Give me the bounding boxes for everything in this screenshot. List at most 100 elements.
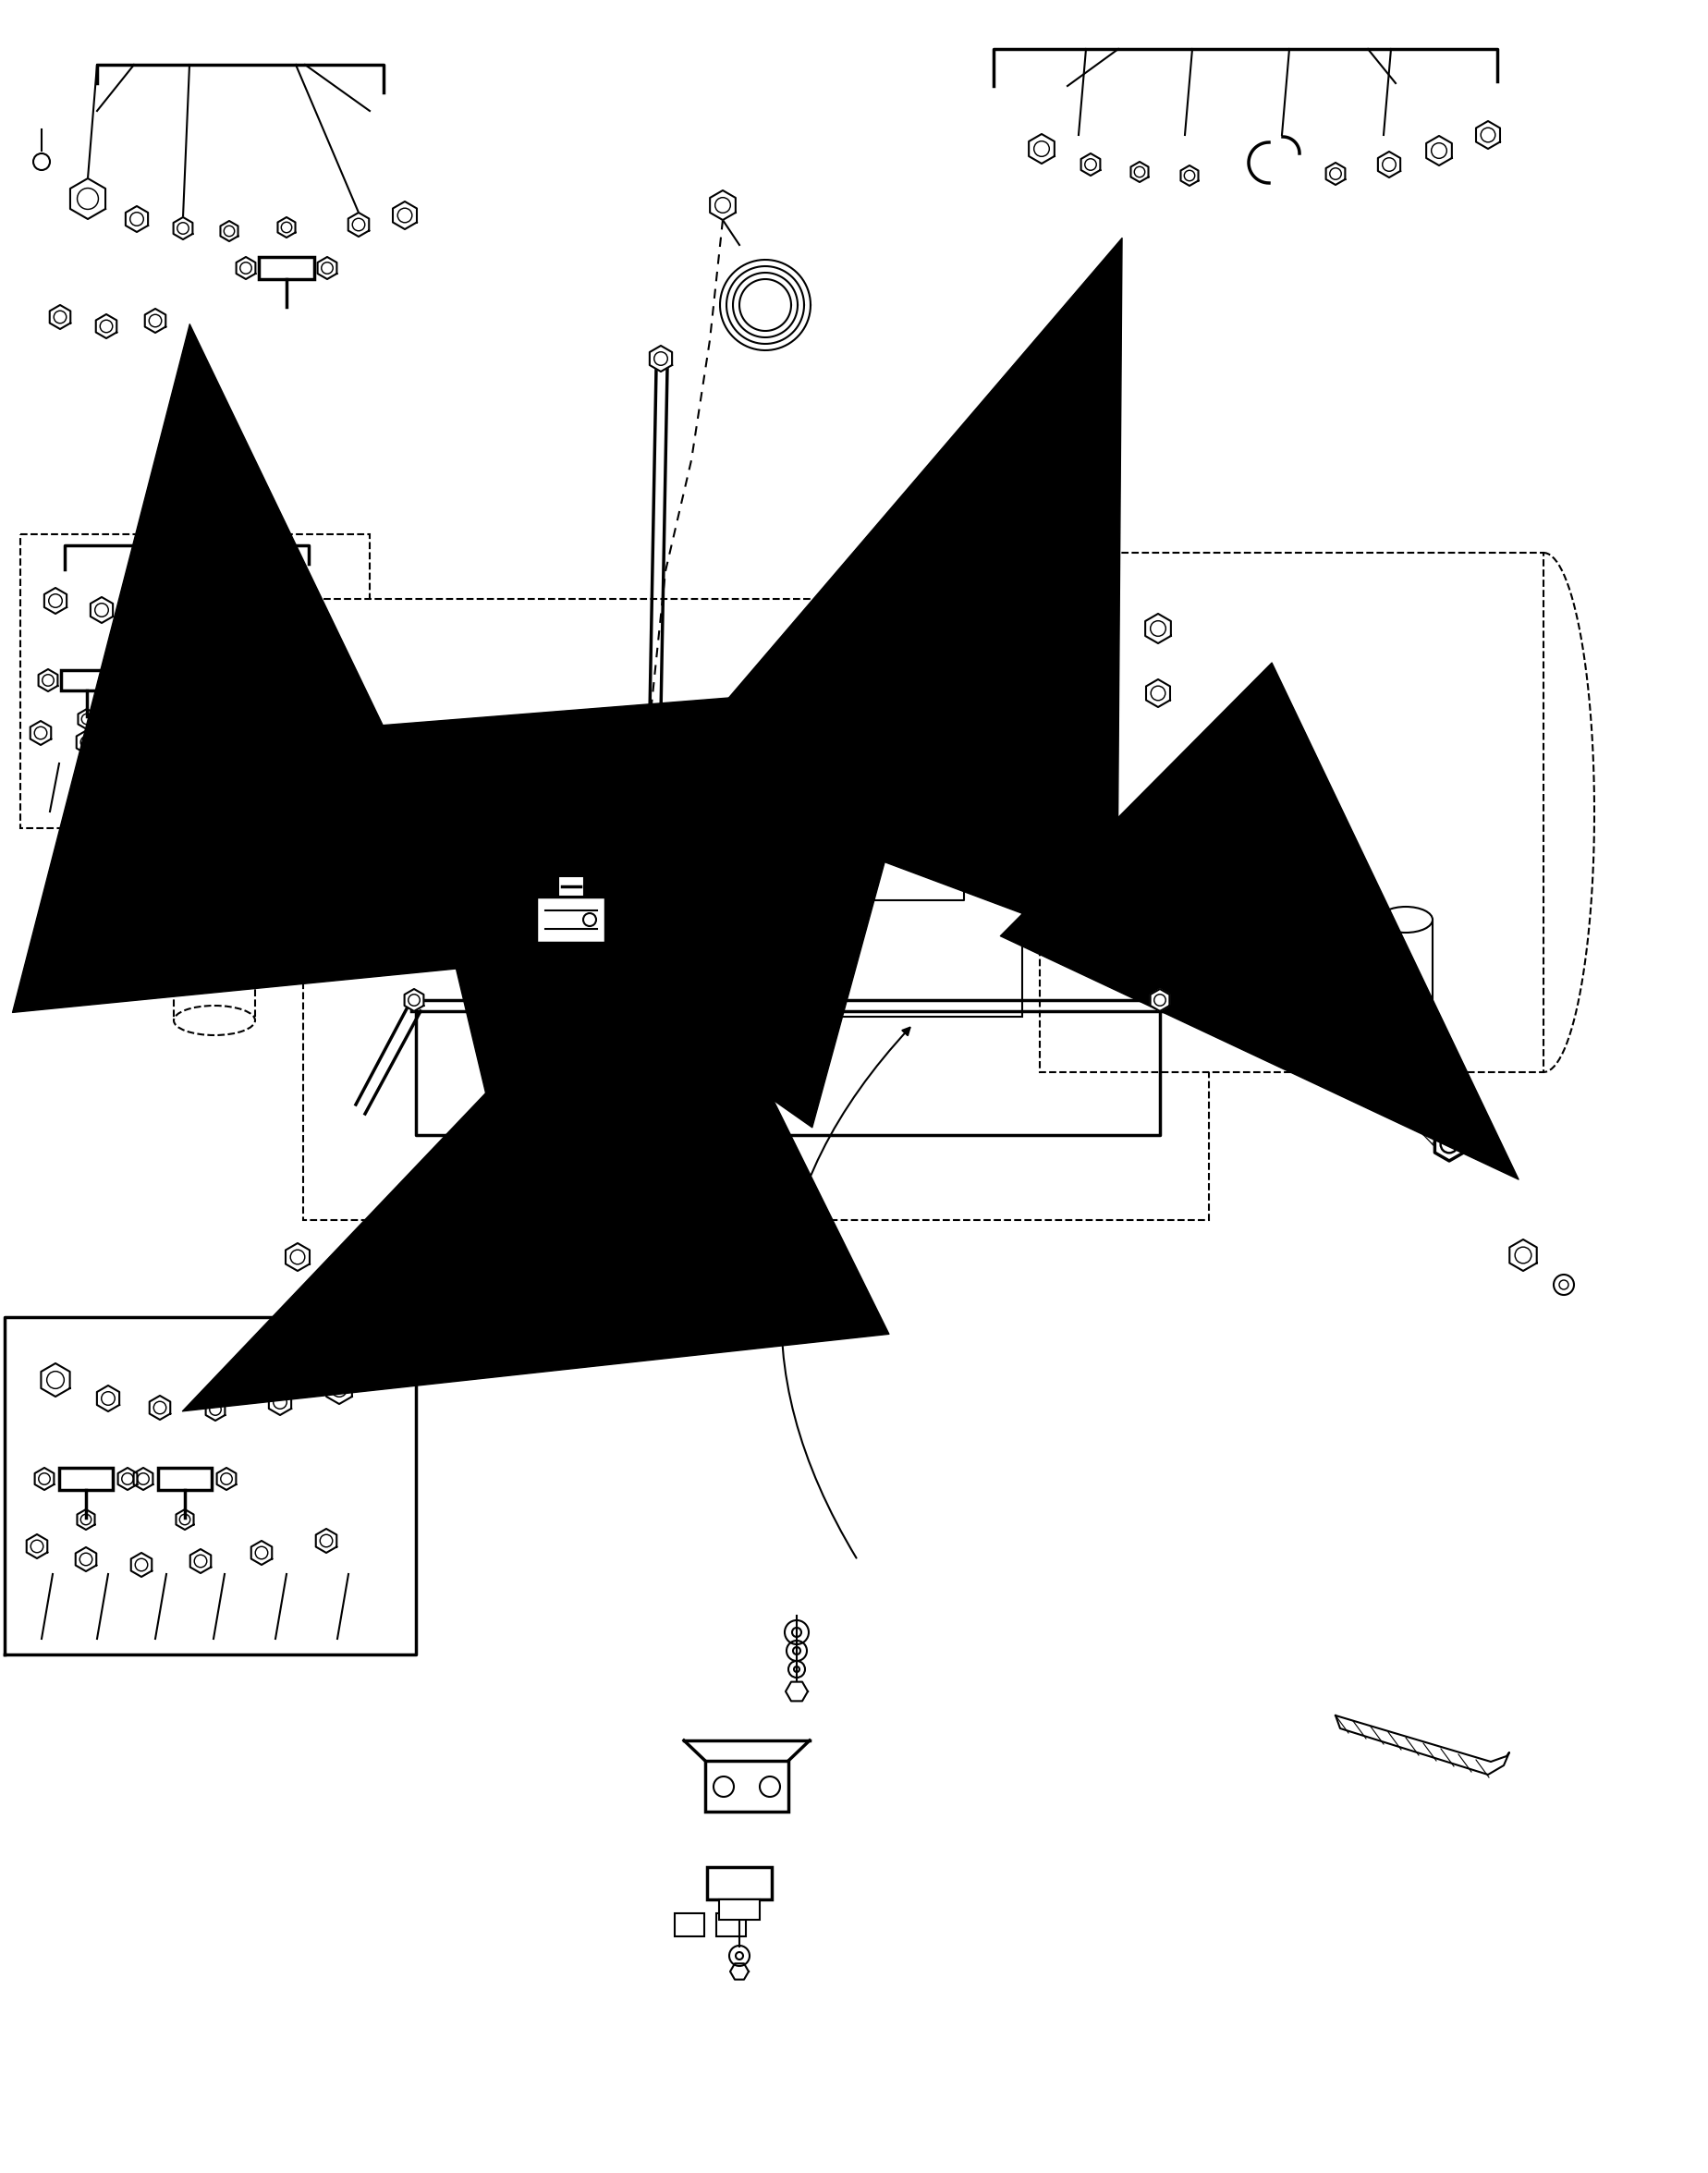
Polygon shape — [77, 1510, 94, 1530]
Polygon shape — [335, 1260, 359, 1289]
Polygon shape — [671, 830, 697, 861]
Polygon shape — [1081, 154, 1100, 176]
FancyArrowPatch shape — [781, 1028, 909, 1558]
Polygon shape — [77, 730, 97, 754]
Polygon shape — [304, 724, 325, 748]
Polygon shape — [190, 1549, 210, 1573]
Polygon shape — [729, 1964, 748, 1980]
Polygon shape — [41, 1362, 70, 1397]
Polygon shape — [145, 309, 166, 332]
Polygon shape — [97, 1386, 120, 1412]
Bar — [675, 1912, 704, 1936]
Polygon shape — [924, 834, 948, 861]
Polygon shape — [786, 1682, 808, 1701]
Polygon shape — [205, 1399, 225, 1421]
Polygon shape — [118, 1467, 137, 1491]
Polygon shape — [922, 765, 948, 795]
Ellipse shape — [1378, 906, 1431, 932]
Polygon shape — [217, 1467, 236, 1491]
Polygon shape — [560, 784, 576, 802]
Polygon shape — [316, 1530, 336, 1554]
Polygon shape — [1180, 165, 1197, 185]
Polygon shape — [243, 732, 263, 756]
Polygon shape — [297, 595, 319, 621]
Bar — [20, 535, 369, 828]
Polygon shape — [132, 1554, 152, 1578]
Polygon shape — [1426, 137, 1452, 165]
Bar — [61, 669, 113, 691]
Polygon shape — [1325, 163, 1344, 185]
Polygon shape — [1377, 152, 1399, 178]
Polygon shape — [1090, 613, 1115, 643]
Polygon shape — [1146, 680, 1170, 706]
Polygon shape — [326, 1373, 352, 1404]
Bar — [159, 667, 210, 687]
Polygon shape — [1144, 613, 1170, 643]
Polygon shape — [44, 589, 67, 613]
Polygon shape — [1336, 1714, 1508, 1775]
Polygon shape — [137, 667, 155, 689]
Polygon shape — [285, 1243, 309, 1271]
Polygon shape — [116, 669, 135, 691]
Polygon shape — [871, 765, 897, 795]
Ellipse shape — [174, 1006, 254, 1034]
Ellipse shape — [174, 893, 254, 924]
Polygon shape — [871, 834, 895, 861]
Bar — [716, 1912, 745, 1936]
Bar — [707, 1867, 772, 1899]
Polygon shape — [1173, 856, 1201, 891]
Polygon shape — [348, 213, 369, 237]
Polygon shape — [39, 669, 58, 691]
Polygon shape — [1435, 1128, 1462, 1160]
Polygon shape — [1090, 680, 1114, 706]
Polygon shape — [388, 1263, 412, 1291]
Polygon shape — [559, 748, 577, 769]
Bar — [302, 600, 1208, 1219]
Polygon shape — [214, 667, 234, 689]
Polygon shape — [722, 902, 748, 928]
Bar — [559, 876, 584, 897]
Polygon shape — [670, 763, 699, 797]
Polygon shape — [405, 989, 424, 1010]
Polygon shape — [34, 1467, 55, 1491]
Polygon shape — [220, 222, 237, 241]
Ellipse shape — [1378, 1026, 1431, 1052]
Polygon shape — [318, 256, 336, 278]
Polygon shape — [236, 256, 254, 278]
Bar — [157, 1467, 212, 1491]
Polygon shape — [243, 604, 265, 630]
Polygon shape — [1149, 989, 1168, 1010]
Bar — [60, 1467, 113, 1491]
Circle shape — [1553, 1276, 1573, 1295]
Polygon shape — [79, 708, 96, 730]
Polygon shape — [75, 1547, 96, 1571]
Polygon shape — [96, 315, 116, 339]
Polygon shape — [649, 346, 671, 372]
Polygon shape — [125, 206, 149, 233]
Bar — [258, 256, 314, 278]
Polygon shape — [1028, 135, 1054, 163]
Bar — [705, 1760, 787, 1812]
Polygon shape — [1476, 122, 1500, 148]
Polygon shape — [173, 217, 193, 239]
Polygon shape — [393, 202, 417, 228]
Polygon shape — [190, 606, 212, 632]
Polygon shape — [1508, 1239, 1535, 1271]
Polygon shape — [721, 763, 750, 797]
Polygon shape — [149, 1395, 171, 1419]
Polygon shape — [27, 1534, 48, 1558]
Polygon shape — [251, 1541, 272, 1565]
Polygon shape — [50, 304, 70, 328]
Bar — [536, 897, 605, 943]
Bar — [1038, 552, 1542, 1071]
Bar — [635, 724, 1021, 1017]
Polygon shape — [133, 1467, 152, 1491]
Polygon shape — [138, 604, 161, 630]
Polygon shape — [1131, 161, 1148, 183]
Polygon shape — [671, 902, 695, 928]
Polygon shape — [70, 178, 106, 219]
Polygon shape — [176, 1510, 193, 1530]
Polygon shape — [722, 830, 748, 861]
Bar — [719, 1899, 760, 1919]
Polygon shape — [709, 191, 734, 219]
